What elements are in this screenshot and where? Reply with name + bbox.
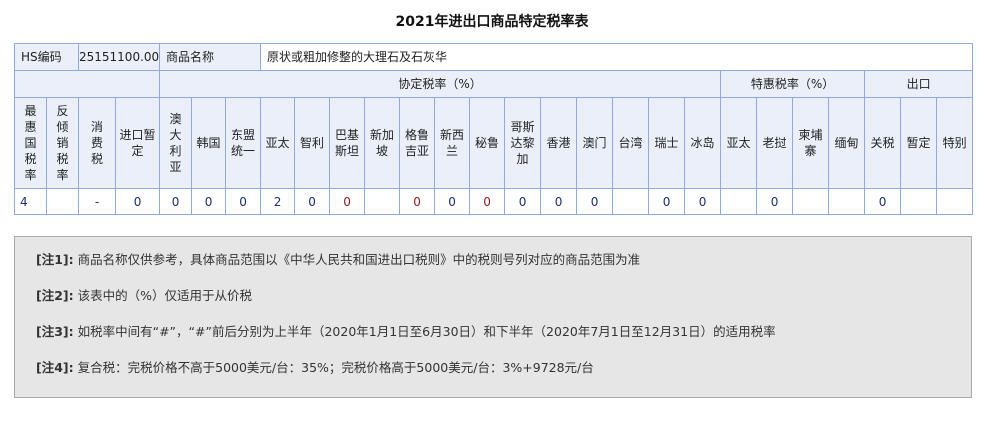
column-header: 澳大利亚	[159, 97, 193, 189]
column-header: 亚太	[720, 97, 758, 189]
rate-value: 0	[504, 188, 542, 215]
product-name-label: 商品名称	[159, 43, 262, 71]
group-empty	[13, 70, 161, 98]
column-header: 反倾销税率	[46, 97, 79, 189]
column-header: 冰岛	[684, 97, 722, 189]
rate-value: 0	[434, 188, 471, 215]
column-header: 关税	[864, 97, 902, 189]
column-header: 香港	[540, 97, 578, 189]
rate-value: 0	[191, 188, 227, 215]
column-header: 瑞士	[648, 97, 686, 189]
rate-value: 2	[260, 188, 296, 215]
note-tag: [注1]:	[36, 252, 74, 267]
rate-value: 0	[648, 188, 686, 215]
rate-value	[364, 188, 401, 215]
rate-value	[46, 188, 79, 215]
rate-value: 0	[469, 188, 506, 215]
rate-value: 0	[399, 188, 436, 215]
column-header: 特别	[936, 97, 974, 189]
note-item: [注3]: 如税率中间有“#”，“#”前后分别为上半年（2020年1月1日至6月…	[36, 321, 776, 340]
column-header: 进口暂定	[114, 97, 161, 189]
note-item: [注4]: 复合税：完税价格不高于5000美元/台：35%；完税价格高于5000…	[36, 357, 594, 376]
column-header: 格鲁吉亚	[399, 97, 436, 189]
hs-code-value: 25151100.00	[77, 43, 161, 71]
note-text: 如税率中间有“#”，“#”前后分别为上半年（2020年1月1日至6月30日）和下…	[77, 324, 776, 339]
note-text: 该表中的（%）仅适用于从价税	[77, 288, 252, 303]
product-name-value: 原状或粗加修整的大理石及石灰华	[260, 43, 974, 71]
rate-value: 0	[159, 188, 193, 215]
group-export: 出口	[864, 70, 974, 98]
group-preferential: 特惠税率（%）	[720, 70, 866, 98]
rate-value: 0	[225, 188, 262, 215]
column-header: 暂定	[900, 97, 938, 189]
rate-value	[612, 188, 650, 215]
group-agreement: 协定税率（%）	[159, 70, 722, 98]
rate-value	[900, 188, 938, 215]
notes-panel: [注1]: 商品名称仅供参考，具体商品范围以《中华人民共和国进出口税则》中的税则…	[14, 236, 972, 398]
column-header: 智利	[294, 97, 331, 189]
note-tag: [注4]:	[36, 360, 74, 375]
rate-value	[720, 188, 758, 215]
note-item: [注1]: 商品名称仅供参考，具体商品范围以《中华人民共和国进出口税则》中的税则…	[36, 249, 640, 268]
rate-value: -	[78, 188, 116, 215]
column-header-row: 最惠国税率 反倾销税率 消费税 进口暂定 澳大利亚 韩国 东盟统一 亚太 智利 巴基斯坦 新加坡 格鲁…	[14, 97, 974, 189]
column-header: 缅甸	[828, 97, 866, 189]
info-row: HS编码 25151100.00 商品名称 原状或粗加修整的大理石及石灰华	[14, 43, 974, 71]
page-title: 2021年进出口商品特定税率表	[395, 14, 589, 30]
column-header: 新西兰	[434, 97, 471, 189]
note-item: [注2]: 该表中的（%）仅适用于从价税	[36, 285, 252, 304]
column-header: 消费税	[78, 97, 116, 189]
rate-value: 4	[14, 188, 47, 215]
column-header: 柬埔寨	[792, 97, 830, 189]
note-text: 商品名称仅供参考，具体商品范围以《中华人民共和国进出口税则》中的税则号列对应的商…	[77, 252, 641, 267]
note-text: 复合税：完税价格不高于5000美元/台：35%；完税价格高于5000美元/台：3…	[77, 360, 594, 375]
rate-value: 0	[864, 188, 902, 215]
tariff-table: HS编码 25151100.00 商品名称 原状或粗加修整的大理石及石灰华 协定…	[13, 43, 974, 215]
column-header: 韩国	[191, 97, 227, 189]
note-tag: [注2]:	[36, 288, 74, 303]
rate-value: 0	[294, 188, 331, 215]
column-header: 台湾	[612, 97, 650, 189]
column-header: 老挝	[756, 97, 794, 189]
rate-value: 0	[540, 188, 578, 215]
column-header: 最惠国税率	[14, 97, 47, 189]
rate-value	[792, 188, 830, 215]
column-header: 巴基斯坦	[329, 97, 366, 189]
group-row: 协定税率（%） 特惠税率（%） 出口	[13, 70, 974, 98]
note-tag: [注3]:	[36, 324, 74, 339]
column-header: 亚太	[260, 97, 296, 189]
column-header: 新加坡	[364, 97, 401, 189]
hs-code-label: HS编码	[14, 43, 79, 71]
rate-value: 0	[684, 188, 722, 215]
column-header: 东盟统一	[225, 97, 262, 189]
column-header: 秘鲁	[469, 97, 506, 189]
column-header: 澳门	[576, 97, 614, 189]
column-header: 哥斯达黎加	[504, 97, 542, 189]
rate-value: 0	[329, 188, 366, 215]
rate-value: 0	[576, 188, 614, 215]
rate-value	[936, 188, 974, 215]
rate-value: 0	[114, 188, 161, 215]
rate-value	[828, 188, 866, 215]
rate-value: 0	[756, 188, 794, 215]
